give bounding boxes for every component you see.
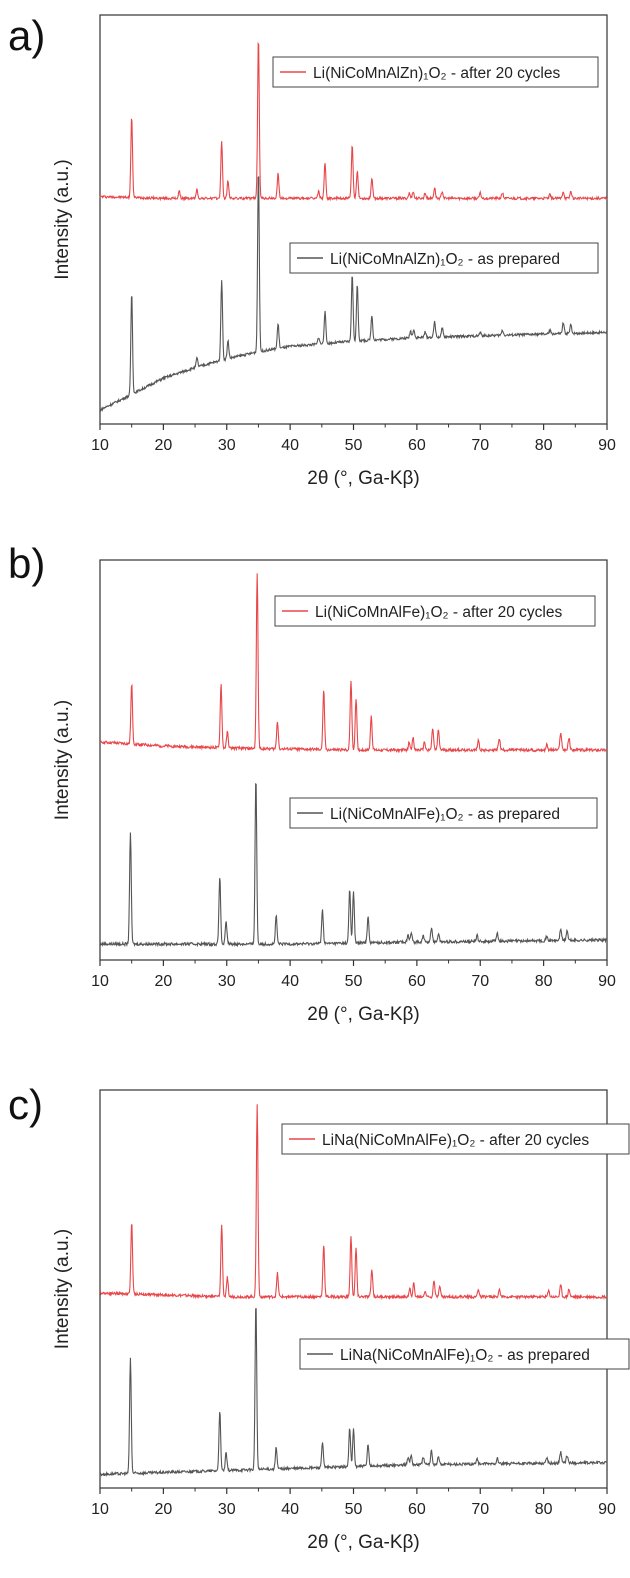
legend-box <box>289 797 598 829</box>
x-axis-label: 2θ (°, Ga-Kβ) <box>307 1004 420 1025</box>
chart-a: 10 20 30 40 50 60 70 80 90 2θ (°, Ga-Kβ) Intensity… <box>52 14 616 489</box>
x-tick-label: 80 <box>535 1501 553 1518</box>
x-tick-label: 40 <box>281 1501 299 1518</box>
legend-entry: LiNa(NiCoMnAlFe)₁O₂ - after 20 cycles <box>322 1132 589 1149</box>
legend-entry: Li(NiCoMnAlFe)₁O₂ - as prepared <box>330 806 560 823</box>
x-tick-label: 90 <box>598 1501 616 1518</box>
x-axis-label: 2θ (°, Ga-Kβ) <box>307 1532 420 1553</box>
x-tick-label: 40 <box>281 437 299 454</box>
x-tick-label: 30 <box>218 973 236 990</box>
legend-box <box>281 1123 630 1155</box>
y-axis-label: Intensity (a.u.) <box>52 700 73 820</box>
x-tick-label: 90 <box>598 437 616 454</box>
x-tick-label: 60 <box>408 973 426 990</box>
series-line-after-cycles <box>99 573 608 754</box>
x-axis-label: 2θ (°, Ga-Kβ) <box>307 468 420 489</box>
legend-box <box>299 1338 630 1370</box>
x-tick-label: 20 <box>154 973 172 990</box>
y-axis-label: Intensity (a.u.) <box>52 159 73 279</box>
chart-b: 10 20 30 40 50 60 70 80 90 2θ (°, Ga-Kβ) Intensity… <box>52 559 616 1025</box>
x-tick-label: 40 <box>281 973 299 990</box>
x-tick-label: 90 <box>598 973 616 990</box>
x-tick-label: 30 <box>218 437 236 454</box>
series-line-after-cycles <box>99 1104 608 1301</box>
x-tick-label: 30 <box>218 1501 236 1518</box>
chart-c: 10 20 30 40 50 60 70 80 90 2θ (°, Ga-Kβ) Intensity… <box>52 1089 630 1553</box>
x-tick-label: 10 <box>91 973 109 990</box>
x-tick-label: 70 <box>471 437 489 454</box>
panel-b: b) 10 20 30 40 50 60 70 80 90 2θ (°, Ga-Kβ) Intens… <box>0 525 630 1045</box>
x-tick-label: 10 <box>91 437 109 454</box>
x-tick-label: 10 <box>91 1501 109 1518</box>
panel-label: b) <box>8 540 46 587</box>
y-axis-label: Intensity (a.u.) <box>52 1229 73 1349</box>
x-tick-label: 70 <box>471 973 489 990</box>
series-line-as-prepared <box>99 782 608 948</box>
panel-a: a) 10 20 30 40 50 60 70 80 90 2θ (°, Ga-Kβ) Intens… <box>0 0 630 500</box>
panel-c: c) 10 20 30 40 50 60 70 80 90 2θ (°, Ga-Kβ) Intens… <box>0 1065 630 1573</box>
x-tick-label: 60 <box>408 437 426 454</box>
x-tick-label: 20 <box>154 437 172 454</box>
x-tick-label: 50 <box>345 973 363 990</box>
legend-box <box>272 56 599 88</box>
x-tick-label: 60 <box>408 1501 426 1518</box>
x-tick-label: 50 <box>345 437 363 454</box>
series-line-after-cycles <box>99 41 608 202</box>
legend-entry: Li(NiCoMnAlZn)₁O₂ - as prepared <box>330 251 560 268</box>
legend-box <box>289 242 599 274</box>
panel-label: a) <box>8 12 46 59</box>
legend-entry: Li(NiCoMnAlFe)₁O₂ - after 20 cycles <box>315 604 563 621</box>
x-tick-label: 70 <box>471 1501 489 1518</box>
panel-label: c) <box>8 1081 43 1128</box>
legend-box <box>274 595 596 627</box>
x-tick-label: 50 <box>345 1501 363 1518</box>
x-tick-label: 80 <box>535 437 553 454</box>
x-tick-label: 20 <box>154 1501 172 1518</box>
x-tick-label: 80 <box>535 973 553 990</box>
legend-entry: Li(NiCoMnAlZn)₁O₂ - after 20 cycles <box>313 65 561 82</box>
legend-entry: LiNa(NiCoMnAlFe)₁O₂ - as prepared <box>340 1347 590 1364</box>
series-line-as-prepared <box>99 1307 608 1477</box>
series-line-as-prepared <box>99 176 608 412</box>
